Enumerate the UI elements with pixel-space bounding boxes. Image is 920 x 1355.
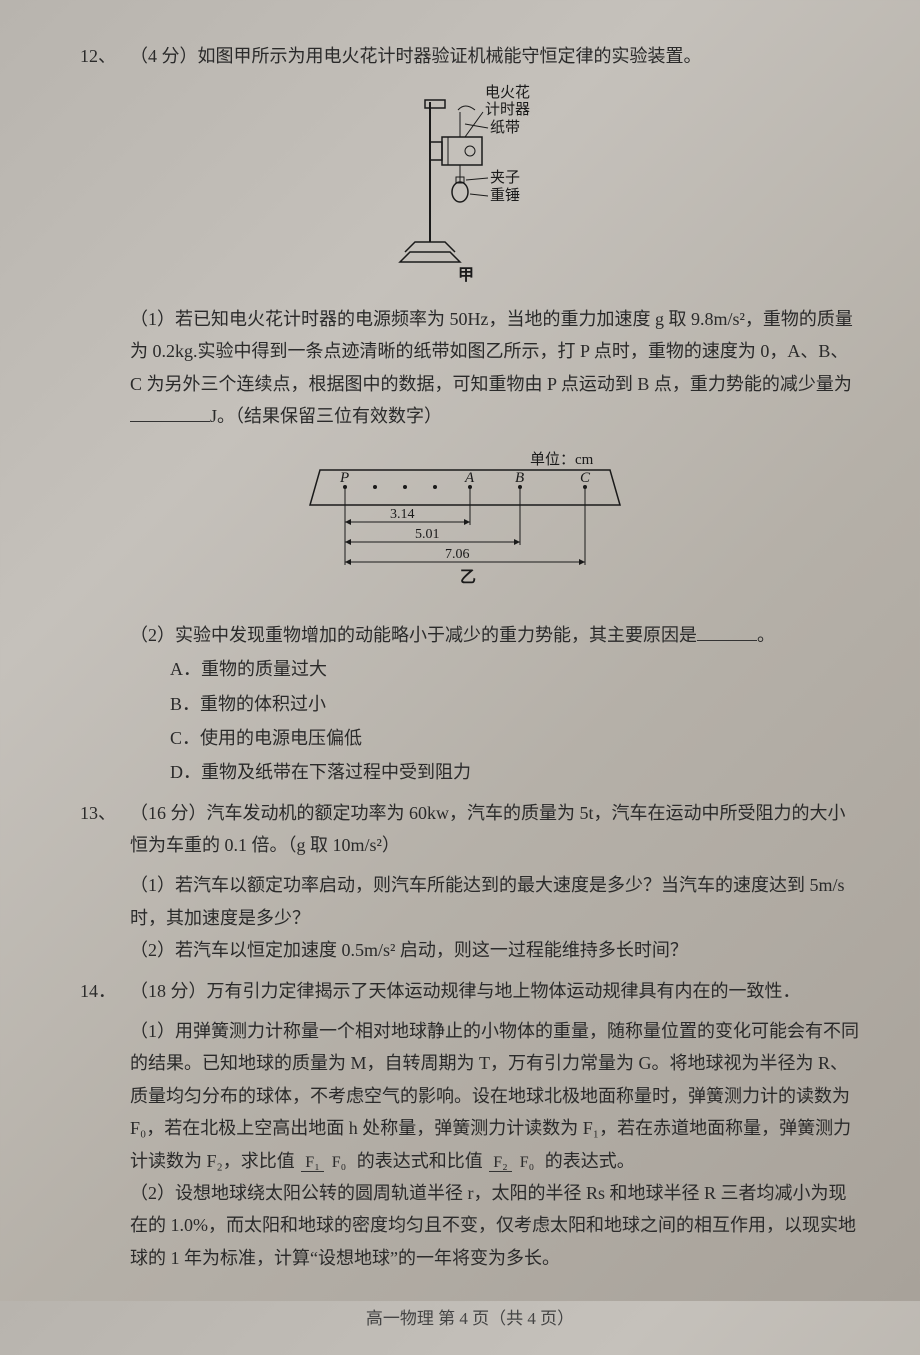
q14-part2-label: （2） — [130, 1183, 175, 1203]
q14-intro-text: 万有引力定律揭示了天体运动规律与地上物体运动规律具有内在的一致性． — [207, 981, 801, 1001]
q12-blank-1[interactable] — [130, 400, 210, 422]
apparatus-diagram: 电火花 计时器 纸带 夹子 重锤 甲 — [80, 82, 860, 292]
label-timer-1: 电火花 — [485, 84, 530, 101]
q12-intro: （4 分）如图甲所示为用电火花计时器验证机械能守恒定律的实验装置。 — [130, 40, 860, 72]
tape-diagram: 单位：cm P A B C 3.14 — [80, 442, 860, 608]
label-timer-2: 计时器 — [485, 101, 530, 118]
tape-point-c: C — [580, 470, 591, 486]
apparatus-caption: 甲 — [458, 266, 474, 282]
q14-frac2: F₂ F₀ — [489, 1154, 538, 1172]
q12-part2-suffix: 。 — [757, 625, 775, 645]
label-weight: 重锤 — [490, 187, 520, 204]
q12-part2-label: （2） — [130, 625, 175, 645]
q13-part1-label: （1） — [130, 875, 175, 895]
q12-option-d: D．重物及纸带在下落过程中受到阻力 — [80, 756, 860, 788]
q13-points: （16 分） — [130, 803, 207, 823]
q12-intro-text: 如图甲所示为用电火花计时器验证机械能守恒定律的实验装置。 — [198, 46, 702, 66]
q13-number: 13、 — [80, 797, 130, 862]
q13-part1: （1）若汽车以额定功率启动，则汽车所能达到的最大速度是多少？当汽车的速度达到 5… — [80, 869, 860, 934]
q12-number: 12、 — [80, 40, 130, 72]
tape-svg: 单位：cm P A B C 3.14 — [300, 450, 640, 590]
q13-part2: （2）若汽车以恒定加速度 0.5m/s² 启动，则这一过程能维持多长时间？ — [80, 934, 860, 966]
tape-point-p: P — [339, 470, 349, 486]
tape-measure-3: 7.06 — [445, 547, 470, 562]
q12-option-a: A．重物的质量过大 — [80, 653, 860, 685]
q12-part2-text: 实验中发现重物增加的动能略小于减少的重力势能，其主要原因是 — [175, 625, 697, 645]
q14-part1-text-c: 的表达式。 — [545, 1151, 635, 1171]
q14-part1-text-a: 用弹簧测力计称量一个相对地球静止的小物体的重量，随称量位置的变化可能会有不同的结… — [130, 1021, 859, 1171]
tape-point-b: B — [515, 470, 524, 486]
q14-part2-text: 设想地球绕太阳公转的圆周轨道半径 r，太阳的半径 Rs 和地球半径 R 三者均减… — [130, 1183, 856, 1268]
q13-part2-text: 若汽车以恒定加速度 0.5m/s² 启动，则这一过程能维持多长时间？ — [175, 940, 688, 960]
q14-part2: （2）设想地球绕太阳公转的圆周轨道半径 r，太阳的半径 Rs 和地球半径 R 三… — [80, 1177, 860, 1274]
q12-part1-text-b: J。（结果保留三位有效数字） — [210, 406, 442, 426]
q14-frac1: F₁ F₀ — [301, 1154, 350, 1172]
q12-part1-label: （1） — [130, 309, 175, 329]
q13-intro: （16 分）汽车发动机的额定功率为 60kw，汽车的质量为 5t，汽车在运动中所… — [130, 797, 860, 862]
tape-measure-1: 3.14 — [390, 507, 415, 522]
q14-part1-label: （1） — [130, 1021, 175, 1041]
label-clip: 夹子 — [490, 169, 520, 186]
q13-part2-label: （2） — [130, 940, 175, 960]
tape-unit-label: 单位：cm — [530, 451, 594, 468]
apparatus-svg: 电火花 计时器 纸带 夹子 重锤 甲 — [370, 82, 570, 282]
page-footer: 高一物理 第 4 页（共 4 页） — [80, 1304, 860, 1335]
q12-option-c: C．使用的电源电压偏低 — [80, 722, 860, 754]
q13-intro-text: 汽车发动机的额定功率为 60kw，汽车的质量为 5t，汽车在运动中所受阻力的大小… — [130, 803, 846, 855]
q14-part1: （1）用弹簧测力计称量一个相对地球静止的小物体的重量，随称量位置的变化可能会有不… — [80, 1015, 860, 1177]
q12-part1-text-a: 若已知电火花计时器的电源频率为 50Hz，当地的重力加速度 g 取 9.8m/s… — [130, 309, 853, 394]
q12-part2: （2）实验中发现重物增加的动能略小于减少的重力势能，其主要原因是 。 — [80, 619, 860, 651]
tape-measure-2: 5.01 — [415, 527, 440, 542]
tape-caption: 乙 — [460, 569, 476, 586]
q12-part1: （1）若已知电火花计时器的电源频率为 50Hz，当地的重力加速度 g 取 9.8… — [80, 303, 860, 433]
q12-blank-2[interactable] — [697, 619, 757, 641]
q13-part1-text: 若汽车以额定功率启动，则汽车所能达到的最大速度是多少？当汽车的速度达到 5m/s… — [130, 875, 845, 927]
label-tape: 纸带 — [490, 119, 520, 136]
tape-point-a: A — [464, 470, 475, 486]
q14-number: 14． — [80, 975, 130, 1007]
q14-part1-text-b: 的表达式和比值 — [357, 1151, 483, 1171]
q14-points: （18 分） — [130, 981, 207, 1001]
q14-intro: （18 分）万有引力定律揭示了天体运动规律与地上物体运动规律具有内在的一致性． — [130, 975, 860, 1007]
q12-option-b: B．重物的体积过小 — [80, 688, 860, 720]
q12-points: （4 分） — [130, 46, 198, 66]
